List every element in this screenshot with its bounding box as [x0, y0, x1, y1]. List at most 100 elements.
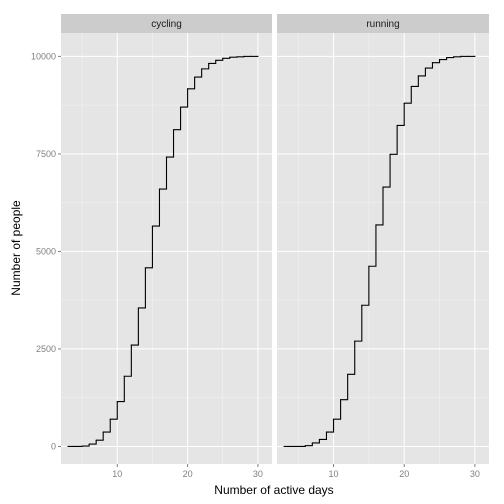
- data-point: [438, 58, 441, 61]
- panel-cycling: cycling 10 20 30: [61, 14, 272, 479]
- data-point: [389, 153, 391, 155]
- step-segment: [138, 267, 146, 309]
- x-tick-label: 30: [470, 469, 480, 479]
- data-point: [304, 445, 306, 447]
- facet-label-running: running: [366, 19, 399, 30]
- step-segment: [368, 224, 377, 267]
- step-segment: [159, 157, 168, 190]
- step-segment: [383, 154, 391, 188]
- y-tick-label: 10000: [31, 51, 56, 61]
- data-point: [137, 307, 139, 309]
- step-segment: [124, 345, 132, 377]
- y-tick-label: 5000: [36, 246, 56, 256]
- data-point: [474, 55, 476, 58]
- step-segment: [390, 125, 398, 155]
- data-point: [311, 442, 313, 444]
- data-point: [467, 55, 469, 58]
- step-segment: [194, 68, 203, 78]
- data-point: [109, 418, 111, 420]
- data-point: [403, 102, 405, 104]
- data-point: [382, 186, 384, 188]
- x-tick-label: 20: [399, 469, 409, 479]
- data-point: [283, 445, 285, 448]
- data-point: [215, 59, 217, 61]
- step-segment: [152, 189, 161, 227]
- x-tick-label: 10: [329, 469, 339, 479]
- step-segment: [96, 432, 104, 441]
- step-segment: [180, 88, 189, 108]
- data-point: [332, 418, 335, 420]
- y-tick-label: 7500: [36, 149, 56, 159]
- step-segment: [215, 58, 224, 61]
- data-point: [144, 267, 146, 269]
- data-point: [361, 304, 363, 306]
- step-segment: [82, 444, 90, 447]
- step-segment: [305, 442, 313, 447]
- x-tick-label: 10: [112, 469, 122, 479]
- data-point: [460, 55, 462, 58]
- step-segment: [439, 57, 448, 61]
- step-segment: [166, 129, 175, 158]
- data-point: [368, 265, 370, 267]
- data-point: [201, 68, 203, 70]
- data-point: [410, 85, 412, 88]
- step-segment: [432, 59, 441, 64]
- step-segment: [312, 439, 320, 444]
- data-point: [375, 224, 377, 226]
- data-point: [417, 75, 419, 77]
- data-point: [297, 445, 299, 448]
- x-axis-title: Number of active days: [214, 483, 333, 497]
- data-point: [446, 56, 448, 59]
- step-segment: [354, 305, 363, 342]
- step-segment: [145, 226, 153, 269]
- data-point: [222, 57, 224, 59]
- panel-background: [61, 33, 272, 464]
- data-point: [74, 445, 76, 448]
- data-point: [318, 438, 320, 441]
- data-point: [123, 375, 125, 377]
- data-point: [194, 76, 196, 78]
- y-axis-title: Number of people: [9, 200, 23, 296]
- step-segment: [208, 60, 217, 64]
- data-point: [431, 62, 434, 64]
- data-point: [354, 340, 356, 342]
- data-point: [424, 67, 426, 69]
- data-point: [229, 56, 231, 58]
- step-segment: [418, 68, 426, 77]
- data-point: [165, 156, 168, 158]
- step-segment: [347, 341, 356, 375]
- data-point: [67, 445, 69, 448]
- data-point: [257, 55, 259, 58]
- series-line-cycling: [67, 55, 259, 448]
- step-segment: [103, 419, 111, 433]
- step-segment: [187, 77, 196, 90]
- panel-background: [277, 33, 489, 464]
- step-segment: [333, 399, 342, 420]
- step-segment: [411, 75, 419, 87]
- data-point: [453, 56, 455, 58]
- data-point: [102, 431, 104, 433]
- step-segment: [117, 376, 125, 403]
- facet-strip: [277, 14, 489, 33]
- step-segment: [361, 266, 370, 306]
- data-point: [347, 373, 349, 375]
- data-point: [243, 55, 245, 58]
- series-line-running: [283, 55, 476, 448]
- step-segment: [319, 432, 328, 440]
- data-point: [88, 443, 90, 445]
- panel-running: running 10 20 30: [277, 14, 489, 479]
- y-axis: 0 2500 5000 7500 10000: [31, 51, 61, 451]
- y-tick-label: 2500: [36, 344, 56, 354]
- data-point: [151, 225, 154, 227]
- data-point: [187, 88, 189, 90]
- step-segment: [110, 401, 118, 420]
- facet-label-cycling: cycling: [151, 19, 182, 30]
- step-segment: [340, 374, 349, 401]
- data-point: [325, 431, 328, 433]
- data-point: [116, 400, 118, 403]
- step-segment: [131, 307, 139, 346]
- data-point: [179, 106, 182, 108]
- data-point: [95, 439, 97, 441]
- data-point: [290, 445, 292, 448]
- data-point: [172, 129, 175, 131]
